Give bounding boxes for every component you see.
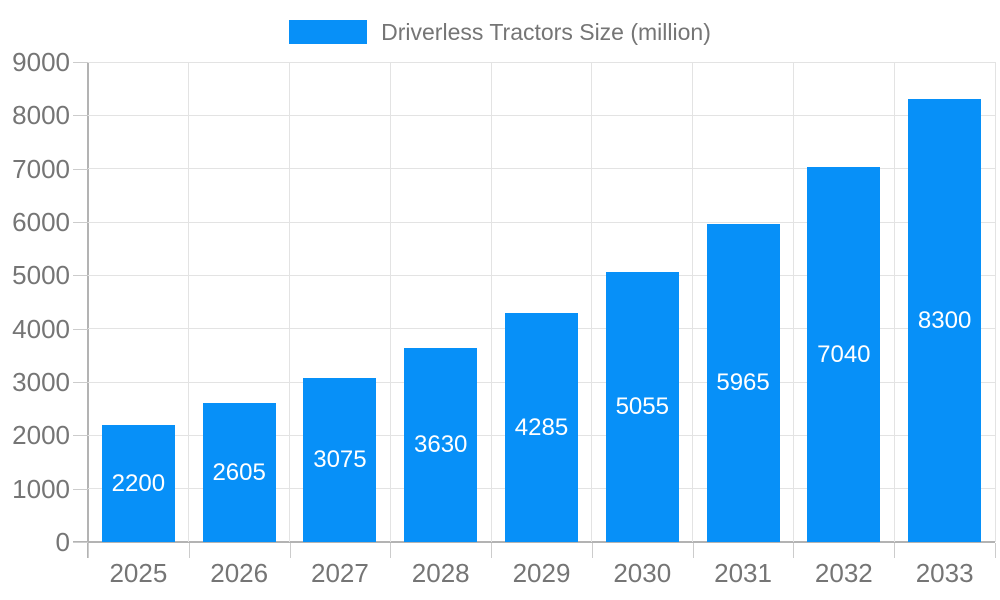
bar-2031: [706, 224, 780, 542]
y-axis-label-0: 0: [55, 527, 70, 557]
x-axis-label-2033: 2033: [915, 558, 974, 588]
bar-value-label-2031: 5965: [716, 369, 770, 396]
x-axis-label-2026: 2026: [210, 558, 269, 588]
x-axis-line: [73, 541, 995, 543]
y-tick-0: [73, 542, 88, 543]
plot-area: 2200 2605 3075 3630 4285 5055 5965 7040 8300: [88, 61, 996, 542]
x-axis-label-2031: 2031: [714, 558, 772, 588]
y-tick-8000: [73, 115, 88, 117]
y-tick-7000: [73, 168, 88, 170]
x-tick-1: [188, 543, 190, 558]
legend-swatch-icon: [289, 20, 368, 44]
y-axis-label-7000: 7000: [12, 153, 70, 184]
y-tick-5000: [73, 275, 88, 277]
x-tick-9: [995, 543, 996, 558]
y-axis-label-2000: 2000: [12, 420, 70, 451]
x-tick-3: [390, 543, 392, 558]
x-axis-label-2028: 2028: [411, 558, 470, 588]
y-axis-label-9000: 9000: [12, 47, 70, 77]
y-axis-line: [87, 62, 89, 558]
h-gridline-7000: [88, 168, 995, 170]
bar-value-label-2030: 5055: [615, 393, 669, 420]
h-gridline-5000: [88, 274, 995, 276]
bar-value-label-2025: 2200: [111, 469, 166, 497]
legend-item-driverless-tractors[interactable]: Driverless Tractors Size (million): [289, 19, 711, 46]
y-axis-label-6000: 6000: [12, 207, 70, 237]
x-tick-4: [491, 543, 493, 558]
x-tick-6: [692, 543, 694, 558]
bar-2025: [101, 425, 175, 542]
bar-2027: [303, 378, 377, 542]
v-gridline-1: [188, 62, 190, 542]
v-gridline-4: [490, 62, 492, 542]
y-tick-9000: [73, 62, 88, 63]
bar-2029: [505, 313, 578, 542]
bar-2032: [807, 167, 881, 542]
bar-value-label-2029: 4285: [514, 413, 569, 441]
y-axis-label-1000: 1000: [12, 473, 70, 504]
h-gridline-6000: [88, 221, 995, 223]
x-axis-label-2032: 2032: [814, 558, 873, 588]
y-tick-2000: [73, 435, 88, 437]
x-axis-label-2027: 2027: [311, 558, 369, 588]
x-axis-label-2025: 2025: [109, 558, 168, 588]
legend-label: Driverless Tractors Size (million): [381, 18, 711, 45]
v-gridline-5: [591, 62, 593, 542]
y-axis-label-5000: 5000: [12, 260, 70, 291]
bar-value-label-2033: 8300: [917, 306, 972, 334]
h-gridline-9000: [88, 61, 995, 63]
y-axis-label-3000: 3000: [12, 367, 70, 397]
h-gridline-8000: [88, 114, 995, 116]
y-axis-label-8000: 8000: [12, 100, 70, 131]
v-gridline-7: [792, 62, 794, 542]
bar-value-label-2026: 2605: [212, 458, 266, 486]
bar-value-label-2027: 3075: [313, 446, 367, 473]
bar-2030: [605, 272, 679, 542]
bar-2028: [404, 348, 478, 542]
y-axis-label-4000: 4000: [12, 313, 70, 344]
y-tick-3000: [73, 382, 88, 383]
v-gridline-8: [893, 62, 895, 542]
x-tick-2: [289, 543, 291, 558]
v-gridline-9: [994, 62, 996, 542]
bar-value-label-2028: 3630: [414, 431, 468, 458]
v-gridline-6: [692, 62, 694, 542]
x-axis-label-2029: 2029: [512, 558, 571, 588]
bar-value-label-2032: 7040: [817, 340, 871, 368]
v-gridline-3: [389, 62, 391, 542]
x-axis-label-2030: 2030: [613, 558, 672, 588]
y-tick-1000: [73, 488, 88, 490]
chart-legend: Driverless Tractors Size (million): [0, 16, 1000, 48]
bar-2026: [202, 403, 276, 542]
x-tick-7: [793, 543, 795, 558]
v-gridline-2: [289, 62, 291, 542]
y-tick-4000: [73, 328, 88, 330]
x-tick-5: [591, 543, 593, 558]
x-tick-0: [88, 543, 89, 558]
x-tick-8: [894, 543, 896, 558]
y-tick-6000: [73, 222, 88, 223]
bar-2033: [908, 99, 982, 542]
